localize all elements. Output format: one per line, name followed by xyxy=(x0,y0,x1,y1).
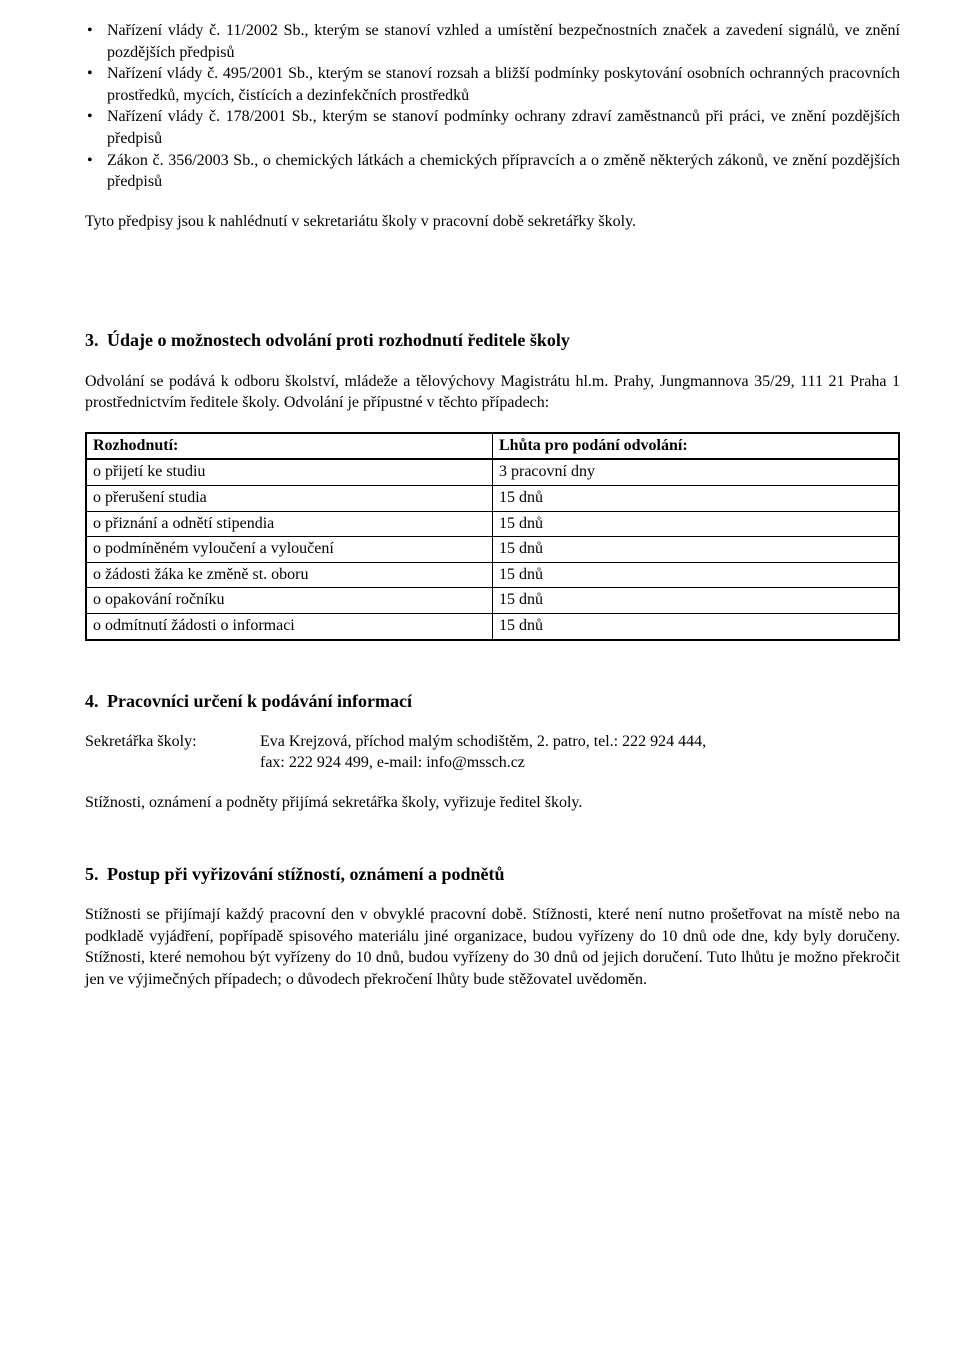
table-cell: o přijetí ke studiu xyxy=(86,459,493,485)
decision-table: Rozhodnutí: Lhůta pro podání odvolání: o… xyxy=(85,432,900,641)
contact-line-2: fax: 222 924 499, e-mail: info@mssch.cz xyxy=(260,752,900,774)
table-row: o žádosti žáka ke změně st. oboru 15 dnů xyxy=(86,562,899,588)
table-row: o přerušení studia 15 dnů xyxy=(86,486,899,512)
section-3-number: 3. xyxy=(85,328,99,352)
table-row: o podmíněném vyloučení a vyloučení 15 dn… xyxy=(86,537,899,563)
table-cell: o podmíněném vyloučení a vyloučení xyxy=(86,537,493,563)
table-cell: o přerušení studia xyxy=(86,486,493,512)
section-5-title: Postup při vyřizování stížností, oznámen… xyxy=(107,864,505,884)
list-item: Nařízení vlády č. 11/2002 Sb., kterým se… xyxy=(85,20,900,63)
table-cell: 15 dnů xyxy=(493,613,900,639)
list-item: Zákon č. 356/2003 Sb., o chemických látk… xyxy=(85,150,900,193)
table-header-row: Rozhodnutí: Lhůta pro podání odvolání: xyxy=(86,433,899,460)
section-3-intro: Odvolání se podává k odboru školství, ml… xyxy=(85,371,900,414)
list-item: Nařízení vlády č. 495/2001 Sb., kterým s… xyxy=(85,63,900,106)
table-cell: 15 dnů xyxy=(493,537,900,563)
table-cell: 15 dnů xyxy=(493,511,900,537)
table-row: o opakování ročníku 15 dnů xyxy=(86,588,899,614)
table-row: o odmítnutí žádosti o informaci 15 dnů xyxy=(86,613,899,639)
section-4-after: Stížnosti, oznámení a podněty přijímá se… xyxy=(85,792,900,814)
regulation-list: Nařízení vlády č. 11/2002 Sb., kterým se… xyxy=(85,20,900,193)
section-3-heading: 3. Údaje o možnostech odvolání proti roz… xyxy=(85,328,900,352)
section-4-title: Pracovníci určení k podávání informací xyxy=(107,691,412,711)
table-cell: o přiznání a odnětí stipendia xyxy=(86,511,493,537)
section-5-number: 5. xyxy=(85,862,99,886)
section-4-number: 4. xyxy=(85,689,99,713)
section-5-paragraph: Stížnosti se přijímají každý pracovní de… xyxy=(85,904,900,990)
table-cell: o žádosti žáka ke změně st. oboru xyxy=(86,562,493,588)
paragraph-after-list: Tyto předpisy jsou k nahlédnutí v sekret… xyxy=(85,211,900,233)
table-cell: o opakování ročníku xyxy=(86,588,493,614)
table-row: o přijetí ke studiu 3 pracovní dny xyxy=(86,459,899,485)
table-row: o přiznání a odnětí stipendia 15 dnů xyxy=(86,511,899,537)
section-5-heading: 5. Postup při vyřizování stížností, ozná… xyxy=(85,862,900,886)
contact-block: Sekretářka školy: Eva Krejzová, příchod … xyxy=(85,731,900,774)
contact-label: Sekretářka školy: xyxy=(85,731,260,774)
table-cell: 15 dnů xyxy=(493,486,900,512)
list-item: Nařízení vlády č. 178/2001 Sb., kterým s… xyxy=(85,106,900,149)
table-header-cell: Rozhodnutí: xyxy=(86,433,493,460)
table-header-cell: Lhůta pro podání odvolání: xyxy=(493,433,900,460)
table-cell: 15 dnů xyxy=(493,562,900,588)
table-cell: 15 dnů xyxy=(493,588,900,614)
contact-line-1: Eva Krejzová, příchod malým schodištěm, … xyxy=(260,731,900,753)
section-3-title: Údaje o možnostech odvolání proti rozhod… xyxy=(107,330,570,350)
table-cell: 3 pracovní dny xyxy=(493,459,900,485)
table-cell: o odmítnutí žádosti o informaci xyxy=(86,613,493,639)
section-4-heading: 4. Pracovníci určení k podávání informac… xyxy=(85,689,900,713)
